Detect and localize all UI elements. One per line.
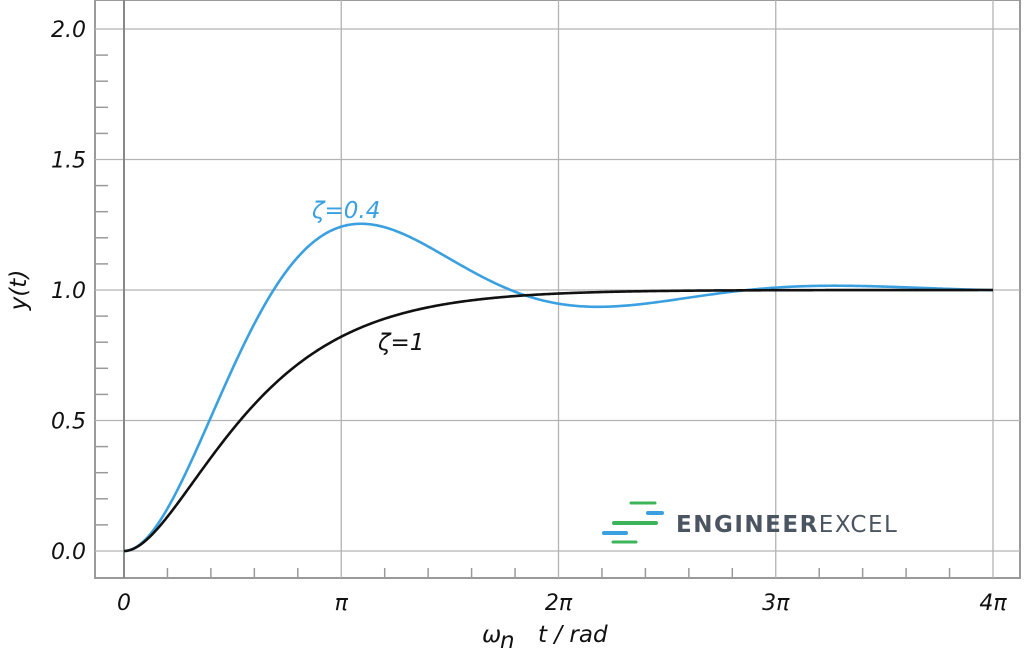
y-tick-labels: 0.0 0.5 1.0 1.5 2.0 [51, 18, 86, 565]
svg-text:ENGINEEREXCEL: ENGINEEREXCEL [676, 512, 898, 538]
y-tick-label: 0.0 [51, 540, 86, 565]
x-tick-label: 4π [979, 591, 1007, 616]
logo-text-bold: ENGINEER [676, 512, 819, 538]
svg-text:t / rad: t / rad [538, 622, 608, 648]
x-tick-label: π [335, 591, 349, 616]
svg-text:n: n [500, 628, 515, 650]
y-tick-label: 1.0 [51, 279, 86, 304]
x-axis-label: ω n t / rad [482, 622, 608, 650]
y-tick-label: 2.0 [51, 18, 86, 43]
svg-text:ω: ω [482, 622, 501, 648]
x-tick-labels: 0 π 2π 3π 4π [117, 591, 1007, 616]
x-tick-label: 3π [762, 591, 790, 616]
logo-text-light: EXCEL [819, 512, 899, 538]
y-tick-label: 0.5 [51, 410, 86, 435]
y-tick-label: 1.5 [51, 149, 86, 174]
series-label-zeta-1: ζ=1 [377, 330, 424, 356]
y-axis-label: y(t) [6, 270, 32, 312]
x-tick-label: 2π [545, 591, 573, 616]
series-label-zeta-0.4: ζ=0.4 [311, 198, 380, 224]
x-tick-label: 0 [117, 591, 131, 616]
